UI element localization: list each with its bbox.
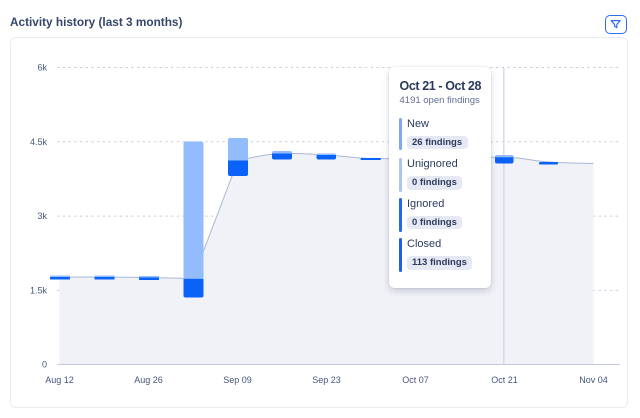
svg-text:3k: 3k	[37, 211, 47, 221]
svg-text:4.5k: 4.5k	[30, 137, 48, 147]
svg-text:Nov 04: Nov 04	[579, 375, 608, 385]
svg-text:Sep 09: Sep 09	[223, 375, 252, 385]
svg-text:Aug 26: Aug 26	[134, 375, 163, 385]
svg-text:1.5k: 1.5k	[30, 285, 48, 295]
svg-text:Aug 12: Aug 12	[45, 375, 74, 385]
svg-text:Sep 23: Sep 23	[312, 375, 341, 385]
svg-text:Oct 21: Oct 21	[491, 375, 518, 385]
svg-text:6k: 6k	[37, 63, 47, 73]
svg-text:Oct 07: Oct 07	[402, 375, 429, 385]
svg-text:0: 0	[42, 360, 47, 370]
